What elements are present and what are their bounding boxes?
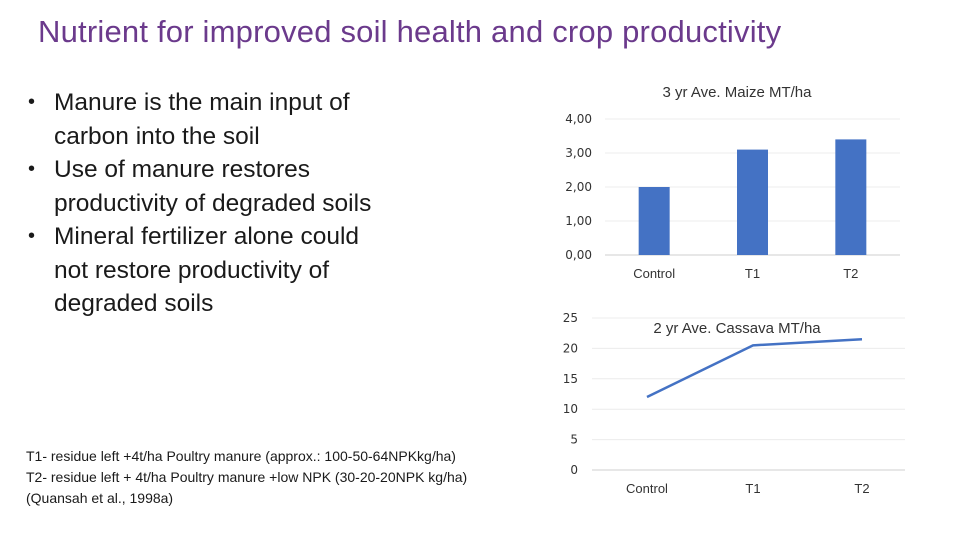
- y-tick-label: 5: [570, 433, 578, 447]
- bullet-item: • Mineral fertilizer alone could not rest…: [26, 220, 386, 321]
- footnote-citation: (Quansah et al., 1998a): [26, 490, 174, 506]
- x-tick-label: Control: [626, 481, 668, 496]
- footnote-line-t1: T1- residue left +4t/ha Poultry manure (…: [26, 448, 456, 464]
- slide-title: Nutrient for improved soil health and cr…: [38, 14, 782, 49]
- bullet-list: • Manure is the main input of carbon into…: [26, 86, 386, 321]
- y-tick-label: 2,00: [565, 180, 592, 194]
- y-tick-label: 0,00: [565, 248, 592, 262]
- y-tick-label: 20: [563, 341, 578, 355]
- y-tick-label: 10: [563, 402, 578, 416]
- chart-title: 2 yr Ave. Cassava MT/ha: [653, 320, 821, 337]
- bullet-dot: •: [28, 158, 36, 180]
- x-tick-label: T1: [745, 266, 760, 281]
- y-tick-label: 15: [563, 372, 578, 386]
- y-tick-label: 4,00: [565, 112, 592, 126]
- y-tick-label: 3,00: [565, 146, 592, 160]
- bar: [638, 187, 670, 255]
- treatment-footnote: T1- residue left +4t/ha Poultry manure (…: [26, 446, 566, 509]
- bullet-text: Use of manure restores productivity of d…: [54, 156, 372, 217]
- chart-title: 3 yr Ave. Maize MT/ha: [663, 84, 813, 101]
- y-tick-label: 1,00: [565, 214, 592, 228]
- series-line: [646, 338, 863, 399]
- bullet-item: • Use of manure restores productivity of …: [26, 153, 386, 220]
- x-tick-label: Control: [633, 266, 675, 281]
- bullet-dot: •: [28, 225, 36, 247]
- bullet-text: Manure is the main input of carbon into …: [54, 89, 350, 150]
- y-tick-label: 25: [563, 311, 578, 325]
- bullet-dot: •: [28, 91, 36, 113]
- x-tick-label: T1: [745, 481, 760, 496]
- footnote-line-t2: T2- residue left + 4t/ha Poultry manure …: [26, 469, 468, 485]
- x-tick-label: T2: [843, 266, 858, 281]
- bullet-item: • Manure is the main input of carbon into…: [26, 86, 386, 153]
- y-tick-label: 0: [570, 463, 578, 477]
- bar: [835, 139, 867, 255]
- bar: [737, 149, 768, 255]
- bullet-text: Mineral fertilizer alone could not resto…: [54, 223, 360, 317]
- x-tick-label: T2: [854, 481, 869, 496]
